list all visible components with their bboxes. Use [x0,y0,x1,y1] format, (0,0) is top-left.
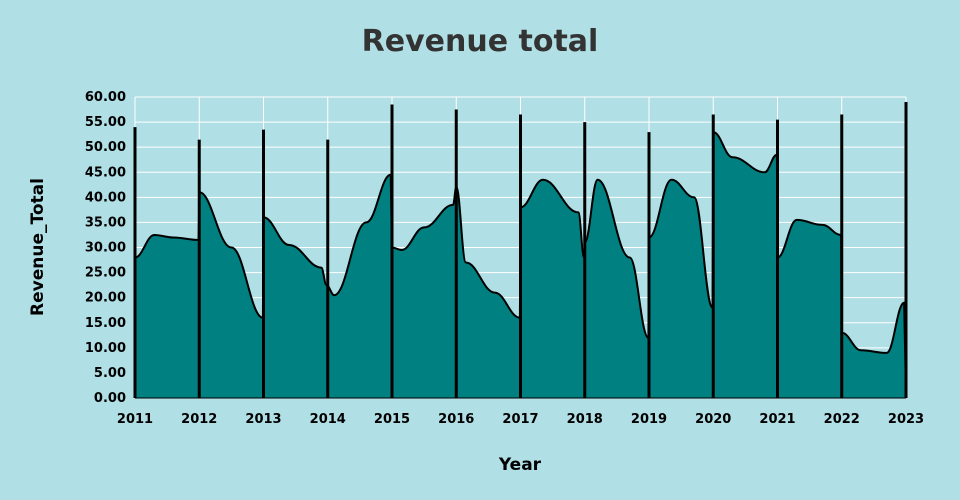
y-tick-label: 45.00 [85,165,126,180]
y-tick-label: 10.00 [85,341,126,356]
y-tick-label: 20.00 [85,291,126,306]
area-layer [133,102,908,398]
chart-title: Revenue total [361,24,599,59]
x-tick-label: 2018 [567,412,603,427]
y-tick-label: 40.00 [85,190,126,205]
x-tick-label: 2022 [824,412,860,427]
x-tick-label: 2013 [245,412,281,427]
x-tick-label: 2016 [438,412,474,427]
y-tick-label: 35.00 [85,215,126,230]
x-tick-label: 2019 [631,412,667,427]
y-tick-label: 0.00 [94,391,126,406]
x-tick-label: 2023 [888,412,924,427]
y-tick-label: 25.00 [85,266,126,281]
x-tick-label: 2012 [181,412,217,427]
x-axis: 2011 2012 2013 2014 2015 2016 2017 2018 2019 2020… [117,397,924,427]
x-axis-label: Year [498,455,542,475]
y-tick-label: 60.00 [85,90,126,105]
x-tick-label: 2020 [695,412,731,427]
y-tick-label: 50.00 [85,140,126,155]
y-tick-label: 15.00 [85,316,126,331]
y-tick-label: 55.00 [85,115,126,130]
y-tick-label: 30.00 [85,241,126,256]
x-tick-label: 2017 [502,412,538,427]
x-tick-label: 2014 [310,412,346,427]
x-tick-label: 2021 [759,412,795,427]
y-tick-label: 5.00 [94,366,126,381]
x-tick-label: 2015 [374,412,410,427]
y-axis: 0.00 5.00 10.00 15.00 20.00 25.00 30.00 35.00 40… [85,90,126,406]
x-tick-label: 2011 [117,412,153,427]
